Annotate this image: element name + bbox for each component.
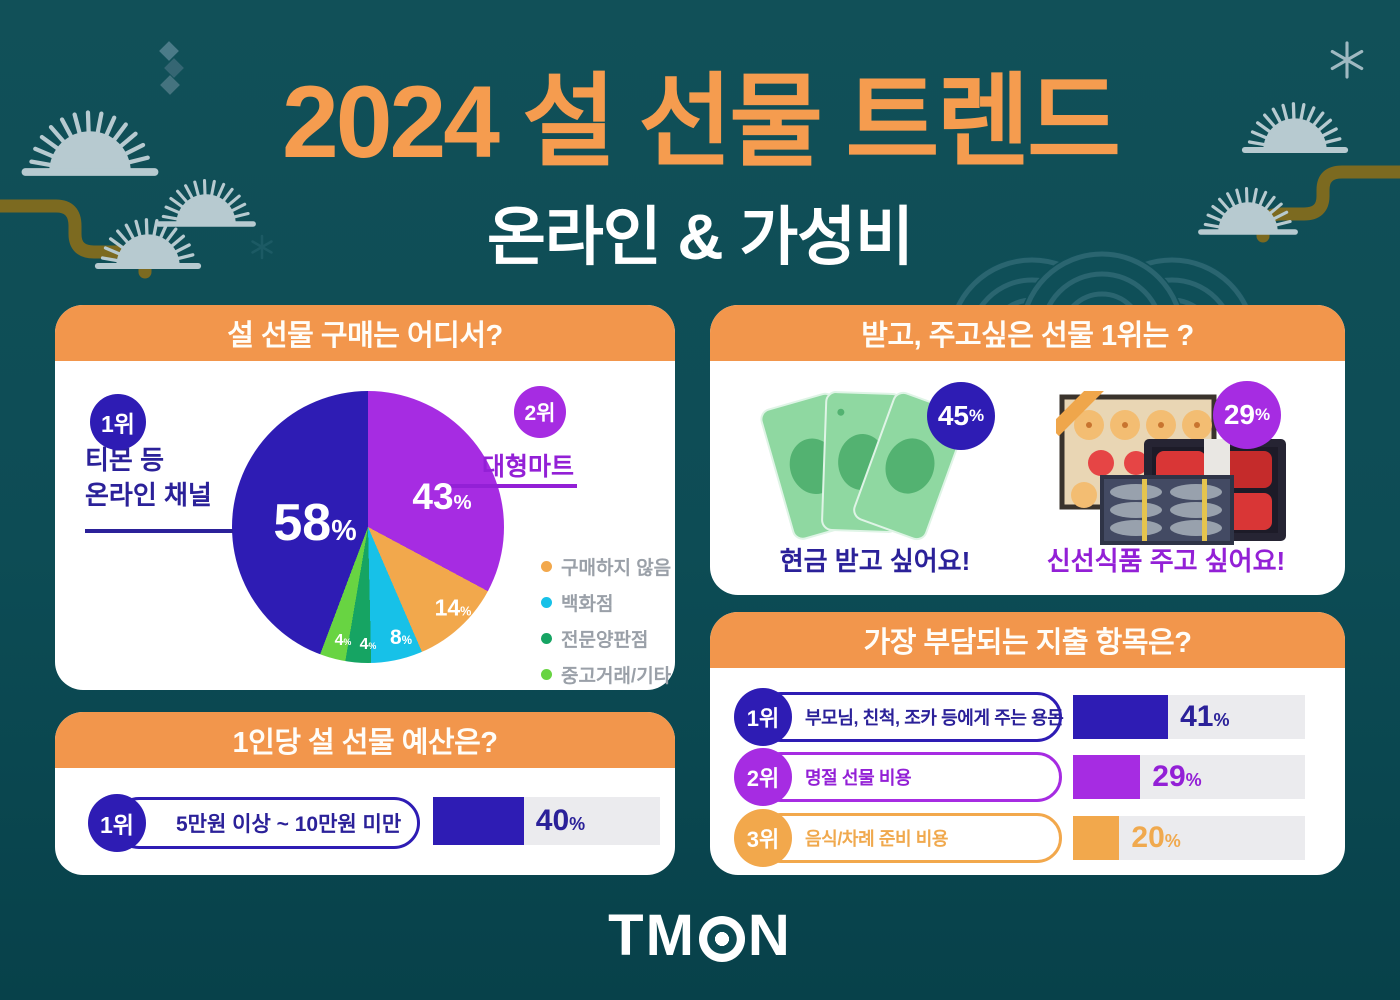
fresh-food-caption: 신선식품 주고 싶어요! (1046, 546, 1286, 576)
fresh-food-percent-badge: 29% (1213, 381, 1281, 449)
expense-bar: 41% (1073, 695, 1305, 739)
gift-set-icon (1049, 378, 1294, 549)
expense-label-pill: 부모님, 친척, 조카 등에게 주는 용돈 (756, 692, 1064, 742)
tmon-logo: TM N (608, 903, 792, 968)
expense-row-1: 1위 부모님, 친척, 조카 등에게 주는 용돈 41% (710, 688, 1345, 746)
budget-bar: 40% (433, 797, 660, 845)
legend-item: 백화점 (541, 589, 671, 616)
rank-1-label: 티몬 등 온라인 채널 (85, 445, 212, 511)
pie-value-online: 58% (273, 494, 357, 552)
card-expense-header: 가장 부담되는 지출 항목은? (710, 612, 1345, 668)
bar-value: 20% (1131, 821, 1181, 854)
pie-value-no-purchase: 14% (434, 594, 472, 621)
rank-2-label: 대형마트 (481, 453, 574, 481)
bar-value: 29% (1152, 760, 1202, 793)
bar-fill (1073, 816, 1120, 860)
pie-chart (232, 391, 504, 663)
rank-badge: 1위 (88, 794, 146, 852)
pine-branch-right-icon (1201, 104, 1400, 243)
card-purchase-channel-header: 설 선물 구매는 어디서? (55, 305, 675, 361)
expense-label-pill: 명절 선물 비용 (756, 752, 1062, 802)
bar-fill (433, 797, 524, 845)
card-gift-rank-header: 받고, 주고싶은 선물 1위는 ? (710, 305, 1345, 361)
legend-dot-icon (541, 561, 552, 572)
card-title: 가장 부담되는 지출 항목은? (863, 627, 1192, 659)
bar-value: 41% (1180, 700, 1230, 733)
card-expense: 가장 부담되는 지출 항목은? 1위 부모님, 친척, 조카 등에게 주는 용돈… (710, 612, 1345, 875)
expense-label-pill: 음식/차례 준비 비용 (756, 813, 1062, 863)
pie-value-specialty: 4% (359, 636, 377, 653)
pie-legend: 구매하지 않음 백화점 전문양판점 중고거래/기타 (541, 553, 671, 688)
legend-item: 전문양판점 (541, 625, 671, 652)
pie-value-secondhand: 4% (334, 632, 352, 649)
card-budget: 1인당 설 선물 예산은? 1위 5만원 이상 ~ 10만원 미만 40% (55, 712, 675, 875)
legend-item: 중고거래/기타 (541, 661, 671, 688)
cash-caption: 현금 받고 싶어요! (779, 546, 971, 576)
legend-dot-icon (541, 633, 552, 644)
sparkle-icon (251, 234, 273, 260)
rank-2-pointer-line (437, 484, 577, 488)
sparkle-icon (1330, 41, 1364, 79)
expense-row-3: 3위 음식/차례 준비 비용 20% (710, 809, 1345, 867)
card-title: 1인당 설 선물 예산은? (232, 727, 498, 759)
card-title: 설 선물 구매는 어디서? (227, 320, 503, 352)
budget-answer-pill: 5만원 이상 ~ 10만원 미만 (113, 797, 420, 849)
legend-item: 구매하지 않음 (541, 553, 671, 580)
bar-value: 40% (535, 804, 586, 837)
rank-badge: 1위 (734, 688, 792, 746)
cash-percent-badge: 45% (927, 382, 995, 450)
pine-branch-left-icon (0, 113, 253, 279)
expense-bar: 29% (1073, 755, 1305, 799)
pie-value-dept-store: 8% (390, 626, 412, 649)
poster-title: 2024 설 선물 트렌드 (282, 65, 1121, 179)
card-gift-rank: 받고, 주고싶은 선물 1위는 ? (710, 305, 1345, 595)
bar-fill (1073, 755, 1141, 799)
expense-bar: 20% (1073, 816, 1305, 860)
card-budget-header: 1인당 설 선물 예산은? (55, 712, 675, 768)
bar-fill (1073, 695, 1169, 739)
poster-subtitle: 온라인 & 가성비 (486, 201, 914, 273)
legend-dot-icon (541, 669, 552, 680)
rank-1-badge: 1위 (90, 394, 146, 450)
rank-badge: 2위 (734, 748, 792, 806)
rank-2-badge: 2위 (514, 386, 566, 438)
card-purchase-channel: 설 선물 구매는 어디서? 58% 43% 14% 8% 4% 4% 1위 티몬… (55, 305, 675, 690)
card-title: 받고, 주고싶은 선물 1위는 ? (861, 320, 1194, 352)
expense-row-2: 2위 명절 선물 비용 29% (710, 748, 1345, 806)
rank-badge: 3위 (734, 809, 792, 867)
tmon-o-icon (698, 915, 745, 962)
legend-dot-icon (541, 597, 552, 608)
rank-1-pointer-line (85, 529, 233, 533)
pie-value-mart: 43% (412, 476, 472, 517)
